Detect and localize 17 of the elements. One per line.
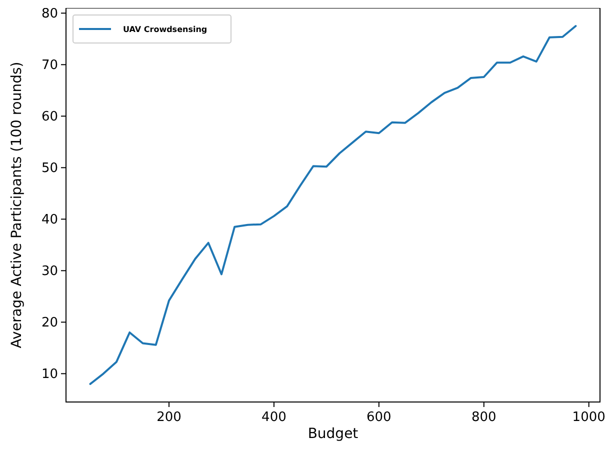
y-tick-label: 60 — [41, 110, 58, 125]
y-tick-label: 50 — [41, 161, 58, 176]
legend-label: UAV Crowdsensing — [123, 24, 208, 34]
y-axis-title: Average Active Participants (100 rounds) — [9, 62, 25, 348]
y-tick-label: 20 — [41, 316, 58, 331]
line-series — [89, 25, 577, 385]
x-axis-title: Budget — [308, 426, 359, 442]
x-tick-label: 1000 — [572, 410, 606, 425]
y-tick-label: 10 — [41, 367, 58, 382]
y-tick-label: 80 — [41, 6, 58, 22]
x-tick-label: 600 — [366, 410, 392, 425]
y-tick-label: 30 — [41, 264, 58, 280]
y-tick-label: 70 — [41, 58, 58, 74]
x-tick-label: 200 — [156, 410, 182, 425]
y-tick-label: 40 — [41, 212, 58, 228]
x-tick-label: 400 — [262, 410, 286, 425]
x-tick-label: 800 — [471, 410, 496, 425]
